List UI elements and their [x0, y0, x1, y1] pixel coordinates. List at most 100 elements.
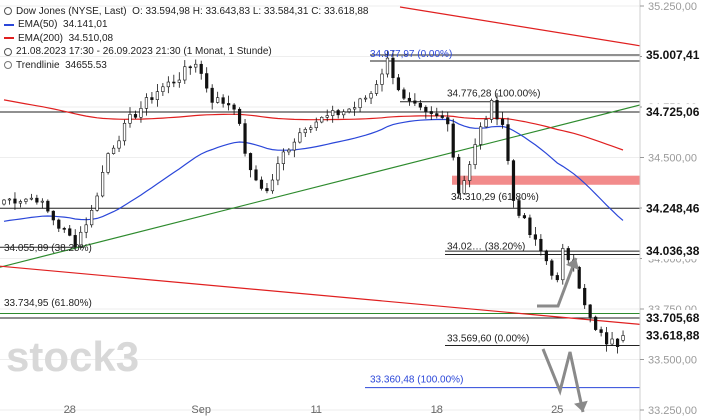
candle-body — [259, 179, 264, 189]
candle-body — [500, 118, 505, 125]
candle-body — [237, 108, 242, 124]
price-tick-label: 34.500,00 — [648, 153, 697, 165]
candle-body — [528, 217, 532, 236]
candle-body — [396, 77, 401, 91]
candle-body — [117, 140, 121, 149]
candle-body — [610, 338, 614, 345]
candle-body — [101, 172, 105, 197]
price-tag-bg — [642, 243, 708, 260]
candle-body — [457, 156, 461, 194]
candle-body — [479, 126, 483, 145]
candle-body — [205, 73, 209, 89]
candle-body — [248, 153, 253, 171]
candle-body — [342, 111, 346, 116]
candle-body — [391, 57, 395, 79]
candle-body — [418, 102, 422, 108]
candle-body — [473, 144, 477, 165]
candle-body — [495, 100, 499, 120]
ema50-label: EMA(50) — [18, 19, 58, 31]
candle-body — [347, 108, 351, 112]
price-tag: 33.618,88 — [646, 328, 700, 342]
candle-body — [90, 210, 94, 226]
candle-body — [57, 219, 61, 229]
candle-body — [68, 228, 72, 236]
candle-body — [336, 110, 340, 116]
candle-body — [369, 93, 373, 99]
candle-body — [451, 123, 455, 158]
price-tick-label: 35.250,00 — [648, 1, 697, 13]
candle-body — [544, 250, 548, 262]
candle-body — [7, 198, 12, 201]
legend-range-row: 21.08.2023 17:30 - 26.09.2023 21:30 (1 M… — [4, 45, 368, 58]
candle-body — [484, 119, 488, 128]
candle-body — [270, 179, 275, 192]
ema200-value: 34.510,08 — [68, 32, 114, 44]
candle-body — [429, 111, 433, 114]
fib-label: 33.734,95 (61.80%) — [4, 298, 92, 309]
ema50-swatch — [4, 23, 14, 26]
candle-body — [440, 115, 444, 118]
candle-body — [281, 151, 285, 164]
candle-body — [155, 91, 159, 100]
red-trendline-lower — [0, 265, 641, 325]
candle-body — [522, 215, 527, 219]
candle-body — [232, 104, 236, 110]
candle-body — [298, 132, 302, 143]
candle-body — [511, 160, 516, 201]
candle-body — [210, 87, 214, 103]
price-tag: 34.248,46 — [646, 201, 700, 215]
legend-ema200-row[interactable]: EMA(200) 34.510,08 — [4, 32, 368, 45]
candle-body — [374, 84, 379, 94]
chart-legend: Dow Jones (NYSE, Last) O: 33.594,98 H: 3… — [4, 5, 368, 72]
candle-body — [489, 100, 494, 120]
candle-body — [555, 275, 559, 281]
candle-body — [51, 210, 55, 221]
fib-label: 34.02… (38.20%) — [447, 241, 525, 252]
candle-body — [111, 147, 116, 154]
time-tick-label: 28 — [64, 404, 76, 416]
bearish-scenario-arrow-head — [574, 400, 588, 412]
price-tick-label: 33.250,00 — [648, 405, 697, 417]
candle-body — [314, 121, 318, 129]
candle-body — [106, 153, 110, 173]
candle-body — [221, 97, 225, 104]
candle-body — [35, 197, 39, 203]
candle-body — [194, 63, 198, 68]
legend-ema50-row[interactable]: EMA(50) 34.141,01 — [4, 18, 368, 31]
watermark-logo: stock3 — [6, 333, 139, 380]
ema200-label: EMA(200) — [18, 32, 64, 44]
candle-body — [79, 231, 83, 247]
ema200-swatch — [4, 37, 14, 40]
candle-body — [150, 97, 154, 100]
candle-body — [358, 98, 362, 108]
candle-body — [385, 57, 390, 75]
price-tag: 34.036,38 — [646, 244, 700, 258]
price-tick-label: 33.500,00 — [648, 355, 697, 367]
candle-body — [424, 106, 428, 112]
price-tag: 33.705,68 — [646, 311, 700, 325]
legend-instrument-row: Dow Jones (NYSE, Last) O: 33.594,98 H: 3… — [4, 5, 368, 18]
price-tag-bg — [642, 327, 708, 344]
price-tag-bg — [642, 47, 708, 64]
price-tag-bg — [642, 200, 708, 217]
candle-body — [325, 115, 329, 118]
red-trendline-upper — [399, 6, 641, 47]
time-tick-label: 11 — [311, 404, 322, 416]
candle-body — [435, 113, 439, 116]
candle-body — [265, 188, 269, 192]
time-tick-label: 18 — [431, 404, 443, 416]
candle-body — [254, 169, 258, 181]
candle-body — [517, 200, 521, 216]
ema200-line — [3, 99, 624, 151]
candle-body — [227, 103, 231, 106]
resistance-zone — [452, 175, 640, 185]
candle-body — [577, 267, 581, 289]
legend-trendline-row[interactable]: Trendlinie 34655.53 — [4, 59, 368, 72]
candle-body — [583, 287, 587, 306]
candle-body — [84, 224, 88, 233]
candle-body — [402, 89, 406, 99]
candle-body — [292, 141, 296, 151]
candle-body — [462, 180, 466, 194]
price-tag-bg — [642, 309, 708, 326]
